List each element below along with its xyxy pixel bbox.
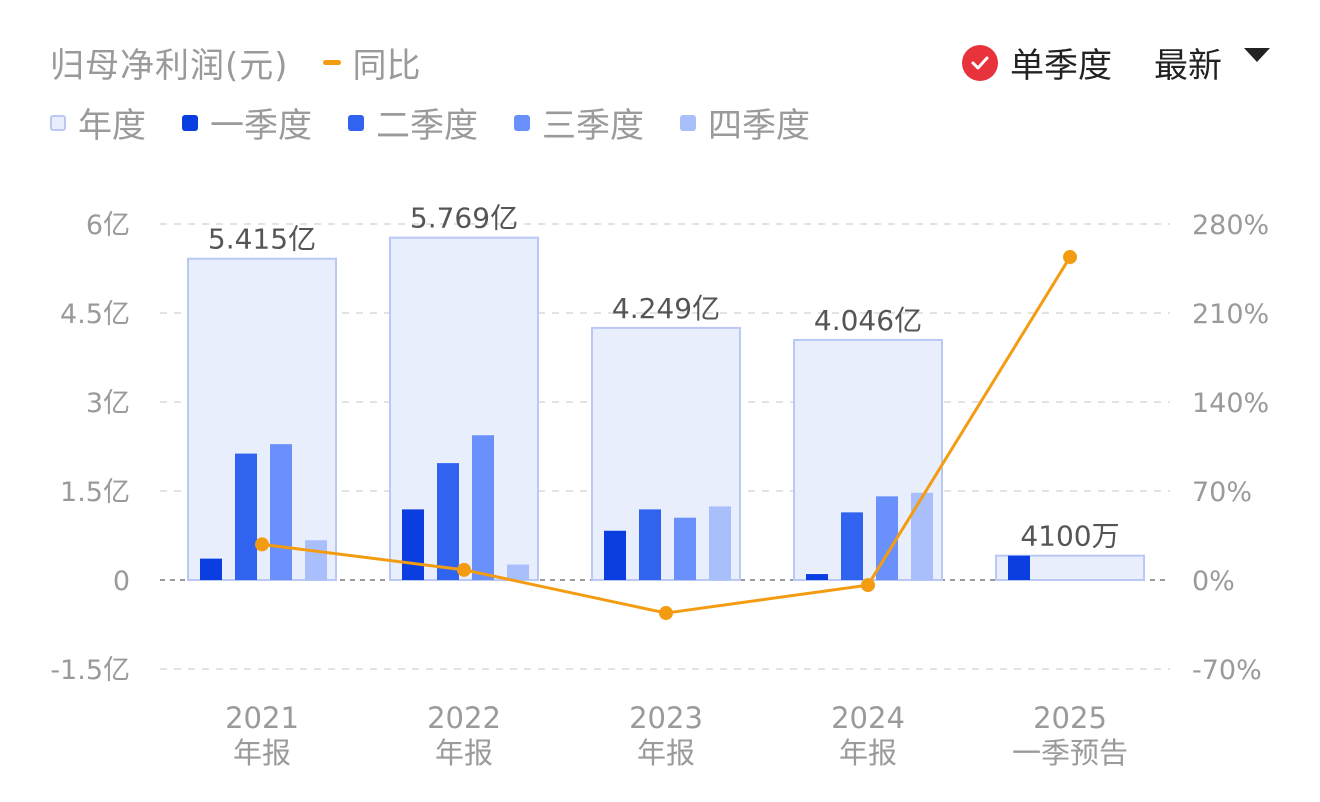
- quarter-bar: [200, 558, 222, 580]
- category-period-label: 年报: [435, 736, 493, 770]
- category-year-label: 2025: [1033, 701, 1107, 735]
- legend-swatch-q1: [182, 114, 198, 131]
- right-tick-label: 70%: [1192, 477, 1252, 508]
- category-period-label: 年报: [839, 736, 897, 770]
- yoy-point: [457, 562, 471, 577]
- yoy-point: [1063, 250, 1077, 265]
- category-period-label: 一季预告: [1012, 736, 1128, 770]
- left-tick-label: 1.5亿: [60, 477, 130, 508]
- annual-value-label: 4.249亿: [612, 292, 720, 325]
- quarter-bar: [639, 509, 661, 580]
- right-tick-label: 140%: [1192, 388, 1269, 419]
- chart-controls: 单季度 最新: [962, 38, 1270, 87]
- legend-label-q1: 一季度: [210, 106, 312, 146]
- chart-title: 归母净利润(元): [50, 46, 289, 86]
- quarter-bar: [507, 564, 529, 580]
- series-legend: 年度 一季度 二季度 三季度 四季度: [50, 98, 846, 147]
- yoy-point: [255, 537, 269, 552]
- legend-item-q2[interactable]: 二季度: [348, 98, 478, 147]
- left-tick-label: -1.5亿: [50, 655, 130, 686]
- category-year-label: 2023: [629, 701, 703, 735]
- annual-bar: [187, 257, 337, 581]
- title-row: 归母净利润(元) 同比: [50, 38, 421, 87]
- quarter-bar: [841, 512, 863, 580]
- legend-item-annual[interactable]: 年度: [50, 98, 146, 147]
- quarter-bar: [235, 453, 257, 580]
- legend-label-q4: 四季度: [708, 106, 810, 146]
- quarter-bar: [806, 574, 828, 580]
- quarter-bar: [709, 506, 731, 580]
- left-tick-label: 6亿: [86, 210, 130, 241]
- yoy-line-icon: [322, 60, 341, 65]
- yoy-point: [659, 606, 673, 621]
- quarter-bar: [876, 496, 898, 580]
- right-tick-label: 0%: [1192, 566, 1235, 597]
- legend-item-q4[interactable]: 四季度: [680, 98, 810, 147]
- legend-swatch-q3: [514, 114, 530, 131]
- annual-value-label: 4100万: [1020, 520, 1119, 553]
- right-tick-label: 280%: [1192, 210, 1269, 241]
- chart-header: 归母净利润(元) 同比 单季度 最新 年度 一季度 二季度: [0, 0, 1320, 160]
- quarter-bar: [270, 444, 292, 580]
- right-tick-label: -70%: [1192, 655, 1262, 686]
- yoy-point: [861, 578, 875, 593]
- quarter-bar: [674, 517, 696, 580]
- quarter-bar: [437, 463, 459, 580]
- single-quarter-toggle[interactable]: 单季度: [1010, 46, 1112, 86]
- left-tick-label: 3亿: [86, 388, 130, 419]
- legend-label-q2: 二季度: [376, 106, 478, 146]
- yoy-legend[interactable]: 同比: [322, 38, 421, 87]
- left-tick-label: 0: [113, 566, 130, 597]
- caret-down-icon[interactable]: [1244, 47, 1270, 62]
- left-tick-label: 4.5亿: [60, 299, 130, 330]
- legend-label-q3: 三季度: [542, 106, 644, 146]
- category-year-label: 2024: [831, 701, 905, 735]
- category-period-label: 年报: [637, 736, 695, 770]
- quarter-bar: [472, 435, 494, 580]
- legend-swatch-q2: [348, 114, 364, 131]
- legend-item-q3[interactable]: 三季度: [514, 98, 644, 147]
- yoy-legend-label: 同比: [352, 46, 421, 86]
- annual-value-label: 5.415亿: [208, 223, 316, 256]
- category-year-label: 2021: [225, 701, 299, 735]
- category-year-label: 2022: [427, 701, 501, 735]
- annual-value-label: 4.046亿: [814, 304, 922, 337]
- legend-swatch-annual: [50, 114, 66, 131]
- check-circle-icon[interactable]: [962, 44, 998, 81]
- quarter-bar: [911, 492, 933, 580]
- quarter-bar: [305, 540, 327, 580]
- legend-item-q1[interactable]: 一季度: [182, 98, 312, 147]
- category-period-label: 年报: [233, 736, 291, 770]
- legend-label-annual: 年度: [78, 106, 146, 146]
- annual-value-label: 5.769亿: [410, 202, 518, 235]
- quarter-bar: [1008, 555, 1030, 580]
- quarter-bar: [402, 509, 424, 580]
- legend-swatch-q4: [680, 114, 696, 131]
- right-tick-label: 210%: [1192, 299, 1269, 330]
- latest-dropdown[interactable]: 最新: [1154, 46, 1222, 86]
- quarter-bar: [604, 530, 626, 580]
